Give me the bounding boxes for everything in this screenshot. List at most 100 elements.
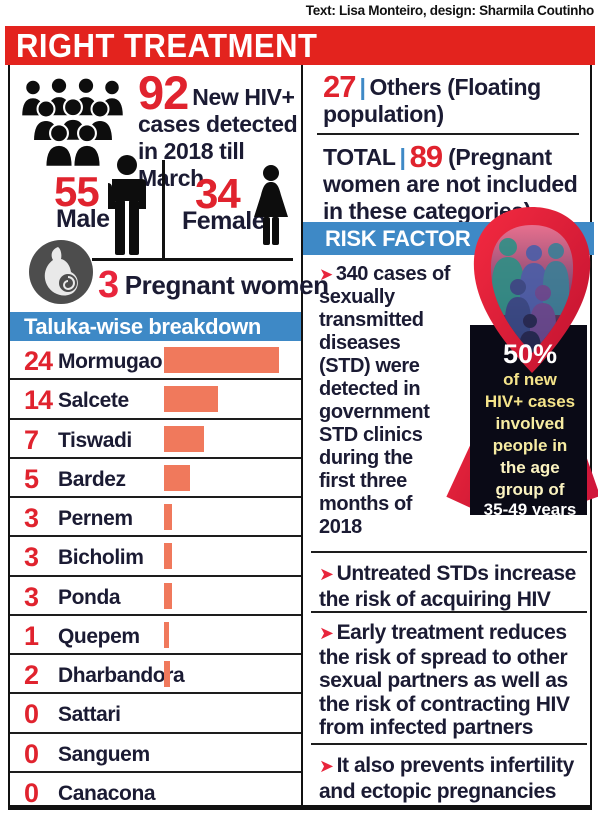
title-banner: RIGHT TREATMENT [5,26,595,65]
ribbon-line: HIV+ cases [485,392,575,411]
taluka-value: 1 [24,620,39,651]
credit-line: Text: Lisa Monteiro, design: Sharmila Co… [305,3,595,18]
pregnant-label: Pregnant women [124,270,329,300]
taluka-row: 0 Canacona [10,773,301,810]
male-label: Male [56,205,110,233]
female-label: Female [182,207,266,235]
others-separator: | [359,74,366,100]
taluka-value: 14 [24,385,53,416]
taluka-row: 14 Salcete [10,380,301,420]
taluka-bar-chart: 24 Mormugao 14 Salcete 7 Tiswadi 5 Bardez 3 Perne… [10,341,301,810]
taluka-row: 24 Mormugao [10,341,301,381]
ribbon-line: of new [503,370,558,389]
taluka-bar [164,347,279,373]
taluka-row: 0 Sanguem [10,734,301,773]
taluka-name: Mormugao [58,350,163,373]
taluka-header-band: Taluka-wise breakdown [10,312,301,341]
ribbon-line: involved [496,414,565,433]
ribbon-line: group of [496,480,565,499]
taluka-name: Pernem [58,507,133,530]
ribbon-pct: 50% [503,339,557,369]
taluka-value: 24 [24,346,53,376]
separator-line [311,743,587,745]
bullet-arrow-icon: ➤ [319,265,333,284]
others-stat: 27 | Others (Floating population) [323,71,573,128]
taluka-row: 3 Pernem [10,498,301,538]
risk-bullet-1-text: 340 cases of sexually transmitted diseas… [319,263,451,538]
people-silhouettes-icon [492,238,569,353]
bullet-arrow-icon: ➤ [319,564,334,584]
taluka-bar [164,582,172,609]
new-cases-count: 92 [138,66,189,119]
content-frame: 92 New HIV+ cases detected in 2018 till M… [8,65,598,810]
taluka-bar [164,543,172,570]
taluka-value: 0 [24,738,39,769]
ribbon-line: the age [500,458,560,477]
taluka-name: Salcete [58,389,129,413]
male-female-divider [162,160,165,258]
page-title: RIGHT TREATMENT [16,26,318,64]
taluka-name: Bicholim [58,546,144,570]
taluka-value: 0 [24,699,39,730]
taluka-header: Taluka-wise breakdown [24,313,261,339]
taluka-bar [164,504,172,530]
taluka-row: 3 Ponda [10,577,301,616]
risk-bullet-4: ➤ It also prevents infertility and ectopi… [319,753,589,804]
taluka-bar [164,425,204,452]
taluka-value: 7 [24,424,39,455]
taluka-row: 2 Dharbandora [10,655,301,695]
pregnant-count: 3 [98,264,119,306]
taluka-name: Quepem [58,624,140,648]
pregnant-divider-line [92,258,293,261]
taluka-row: 5 Bardez [10,459,301,498]
risk-bullet-3: ➤ Early treatment reduces the risk of spr… [319,621,591,740]
new-cases-label: New HIV+ cases detected in 2018 till Mar… [138,84,298,191]
taluka-value: 3 [24,581,39,612]
taluka-bar [164,661,170,687]
total-stat: TOTAL | 89 (Pregnant women are not include… [323,141,585,225]
taluka-bar [164,386,218,413]
others-count: 27 [323,69,356,104]
male-count: 55 [54,168,100,215]
taluka-name: Ponda [58,585,121,609]
taluka-row: 1 Quepem [10,616,301,655]
taluka-row: 0 Sattari [10,694,301,734]
female-icon [254,165,288,245]
male-icon [108,155,146,255]
risk-bullet-3-text: Early treatment reduces the risk of spre… [319,621,570,739]
right-column: 27 | Others (Floating population) TOTAL | 89… [303,65,594,805]
separator-line [311,611,587,613]
total-label: TOTAL [323,144,396,170]
taluka-name: Bardez [58,467,126,491]
taluka-value: 3 [24,503,39,533]
total-separator: | [399,144,406,170]
bullet-arrow-icon: ➤ [319,756,334,776]
risk-bullet-2-text: Untreated STDs increase the risk of acqu… [319,562,576,611]
taluka-name: Sanguem [58,742,150,766]
taluka-row: 7 Tiswadi [10,420,301,459]
taluka-bar [164,464,190,491]
taluka-name: Tiswadi [58,428,132,452]
risk-bullet-1: ➤ 340 cases of sexually transmitted disea… [319,263,453,539]
others-label: Others (Floating population) [323,74,541,127]
risk-bullet-2: ➤ Untreated STDs increase the risk of acq… [319,561,589,612]
taluka-value: 3 [24,542,39,573]
pregnant-stat: 3 Pregnant women [98,264,329,307]
taluka-value: 0 [24,777,39,808]
bullet-arrow-icon: ➤ [319,623,334,643]
aids-ribbon-graphic: 50% of new HIV+ cases involved people in… [446,207,598,519]
separator-line [311,551,587,553]
column-divider [301,65,303,805]
pregnant-woman-icon [29,240,93,304]
taluka-name: Dharbandora [58,664,185,687]
taluka-value: 2 [24,660,39,690]
taluka-name: Canacona [58,781,156,805]
taluka-bar [164,621,169,648]
taluka-row: 3 Bicholim [10,537,301,577]
taluka-value: 5 [24,463,39,494]
ribbon-line: people in [493,436,568,455]
risk-factor-header: RISK FACTOR [325,225,471,251]
separator-line [317,133,579,135]
new-cases-stat: 92 New HIV+ cases detected in 2018 till M… [138,69,306,192]
